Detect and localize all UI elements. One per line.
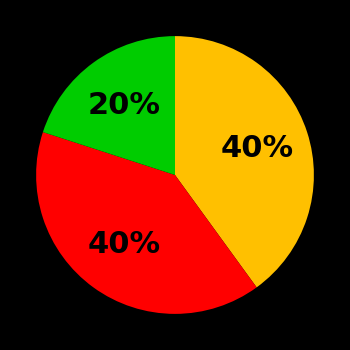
Text: 40%: 40% [88, 230, 161, 259]
Wedge shape [175, 36, 314, 287]
Wedge shape [36, 132, 257, 314]
Text: 40%: 40% [220, 134, 293, 163]
Text: 20%: 20% [88, 91, 161, 120]
Wedge shape [43, 36, 175, 175]
